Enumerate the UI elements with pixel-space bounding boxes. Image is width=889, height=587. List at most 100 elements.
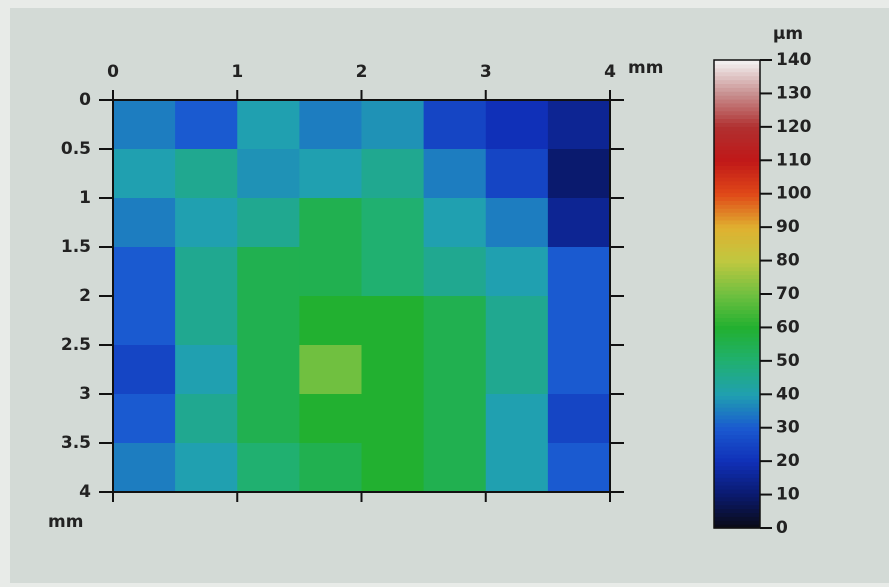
heatmap-cell <box>486 149 549 199</box>
colorbar-segment <box>714 259 760 264</box>
colorbar-segment <box>714 99 760 104</box>
colorbar-segment <box>714 263 760 268</box>
colorbar-segment <box>714 310 760 315</box>
colorbar-segment <box>714 294 760 299</box>
heatmap-cell <box>113 247 176 297</box>
colorbar-tick-label: 30 <box>776 418 800 438</box>
colorbar-segment <box>714 228 760 233</box>
colorbar-segment <box>714 80 760 85</box>
colorbar-segment <box>714 470 760 475</box>
colorbar-segment <box>714 337 760 342</box>
colorbar-segment <box>714 115 760 120</box>
colorbar-segment <box>714 216 760 221</box>
heatmap-cell <box>486 198 549 248</box>
colorbar-segment <box>714 91 760 96</box>
heatmap-cell <box>362 345 425 395</box>
heatmap-cell <box>175 149 238 199</box>
colorbar-segment <box>714 169 760 174</box>
colorbar-segment <box>714 333 760 338</box>
colorbar-segment <box>714 419 760 424</box>
colorbar-segment <box>714 372 760 377</box>
colorbar-segment <box>714 395 760 400</box>
colorbar-segment <box>714 142 760 147</box>
heatmap-cell <box>299 296 362 346</box>
y-axis-label: mm <box>48 512 83 532</box>
colorbar-tick-label: 60 <box>776 317 800 337</box>
y-tick-label: 0 <box>79 90 91 110</box>
heatmap-cell <box>113 198 176 248</box>
colorbar-segment <box>714 493 760 498</box>
heatmap-cell <box>362 198 425 248</box>
colorbar-segment <box>714 76 760 81</box>
colorbar-segment <box>714 83 760 88</box>
heatmap-cell <box>486 247 549 297</box>
colorbar-segment <box>714 473 760 478</box>
colorbar-segment <box>714 130 760 135</box>
heatmap-cell <box>237 149 300 199</box>
y-tick-label: 1.5 <box>61 237 91 257</box>
colorbar-segment <box>714 423 760 428</box>
heatmap-cell <box>175 247 238 297</box>
heatmap-cell <box>362 443 425 493</box>
colorbar-segment <box>714 317 760 322</box>
colorbar-tick-label: 20 <box>776 451 800 471</box>
colorbar-segment <box>714 154 760 159</box>
colorbar-segment <box>714 158 760 163</box>
colorbar-segment <box>714 314 760 319</box>
y-tick-label: 3 <box>79 384 91 404</box>
colorbar-segment <box>714 103 760 108</box>
colorbar-tick-label: 70 <box>776 284 800 304</box>
heatmap-cell <box>362 394 425 444</box>
heatmap-cell <box>362 296 425 346</box>
colorbar-segment <box>714 247 760 252</box>
colorbar-segment <box>714 509 760 514</box>
colorbar-segment <box>714 126 760 131</box>
colorbar-segment <box>714 360 760 365</box>
colorbar-segment <box>714 146 760 151</box>
heatmap-cell <box>237 247 300 297</box>
colorbar-tick-label: 140 <box>776 50 812 70</box>
y-tick-label: 2 <box>79 286 91 306</box>
heatmap-cell <box>237 100 300 150</box>
colorbar-segment <box>714 68 760 73</box>
colorbar-segment <box>714 384 760 389</box>
heatmap-cell <box>424 443 487 493</box>
heatmap-cell <box>424 247 487 297</box>
x-tick-label: 0 <box>107 62 119 82</box>
colorbar-segment <box>714 458 760 463</box>
heatmap-cell <box>237 198 300 248</box>
colorbar-segment <box>714 520 760 525</box>
colorbar-segment <box>714 462 760 467</box>
heatmap-cell <box>362 100 425 150</box>
colorbar-segment <box>714 255 760 260</box>
heatmap-cell <box>299 198 362 248</box>
colorbar-segment <box>714 403 760 408</box>
heatmap-cell <box>424 198 487 248</box>
colorbar-segment <box>714 345 760 350</box>
y-tick-label: 0.5 <box>61 139 91 159</box>
colorbar-segment <box>714 173 760 178</box>
heatmap-cell <box>362 149 425 199</box>
heatmap-cell <box>424 149 487 199</box>
heatmap-cell <box>175 394 238 444</box>
colorbar-segment <box>714 286 760 291</box>
heatmap-cell <box>175 296 238 346</box>
heatmap-cell <box>175 345 238 395</box>
heatmap-cell <box>548 345 611 395</box>
heatmap-cell <box>237 296 300 346</box>
heatmap-cell <box>486 394 549 444</box>
colorbar-segment <box>714 485 760 490</box>
colorbar-segment <box>714 208 760 213</box>
heatmap-cell <box>113 149 176 199</box>
colorbar-segment <box>714 411 760 416</box>
colorbar-segment <box>714 516 760 521</box>
heatmap-cell <box>175 100 238 150</box>
colorbar-tick-label: 130 <box>776 83 812 103</box>
heatmap-cell <box>548 394 611 444</box>
heatmap-cell <box>237 345 300 395</box>
colorbar-tick-label: 120 <box>776 117 812 137</box>
colorbar-segment <box>714 189 760 194</box>
colorbar-segment <box>714 165 760 170</box>
colorbar-label: µm <box>773 24 803 44</box>
colorbar-segment <box>714 111 760 116</box>
